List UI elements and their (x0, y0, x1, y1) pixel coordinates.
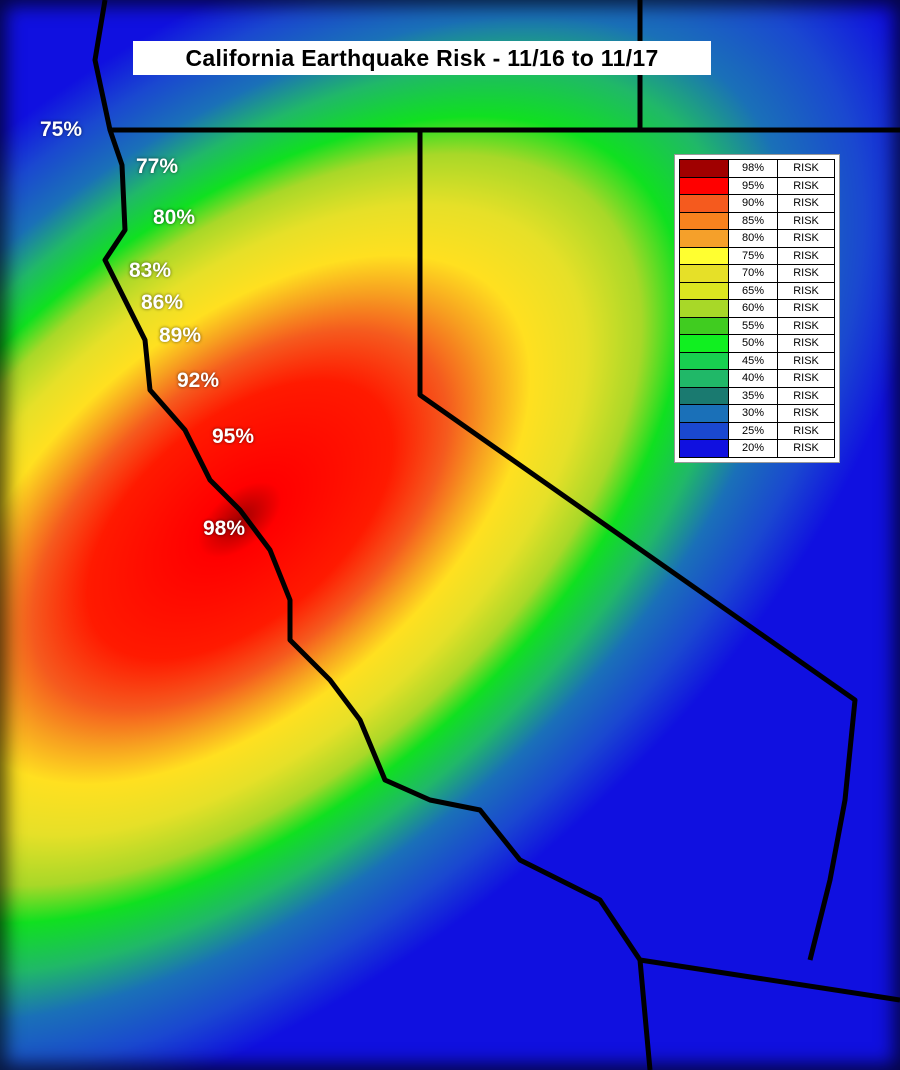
legend-swatch (679, 281, 729, 300)
legend-label: RISK (777, 246, 835, 265)
legend-row: 35% RISK (679, 386, 835, 405)
legend-value: 80% (727, 229, 779, 248)
coastline (92, 0, 653, 1070)
legend-swatch (679, 334, 729, 353)
legend-value: 40% (727, 369, 779, 388)
legend-swatch (679, 246, 729, 265)
legend-row: 75% RISK (679, 246, 835, 265)
coast-label: 92% (177, 369, 220, 392)
legend-label: RISK (777, 316, 835, 335)
legend-label: RISK (777, 351, 835, 370)
legend-row: 45% RISK (679, 351, 835, 370)
legend-row: 20% RISK (679, 439, 835, 458)
legend-label: RISK (777, 369, 835, 388)
legend-swatch (679, 386, 729, 405)
map-title: California Earthquake Risk - 11/16 to 11… (133, 41, 711, 75)
coast-label: 98% (203, 517, 246, 540)
legend-value: 20% (727, 439, 779, 458)
legend-label: RISK (777, 421, 835, 440)
legend-row: 30% RISK (679, 404, 835, 423)
legend-swatch (679, 351, 729, 370)
legend-row: 60% RISK (679, 299, 835, 318)
legend-value: 30% (727, 404, 779, 423)
legend-swatch (679, 439, 729, 458)
legend-value: 60% (727, 299, 779, 318)
legend-value: 50% (727, 334, 779, 353)
legend-swatch (679, 159, 729, 178)
legend-value: 45% (727, 351, 779, 370)
legend: 98% RISK 95% RISK 90% RISK 85% RISK 80% RISK 75% RI… (674, 154, 840, 463)
legend-row: 25% RISK (679, 421, 835, 440)
legend-swatch (679, 369, 729, 388)
legend-row: 98% RISK (679, 159, 835, 178)
legend-label: RISK (777, 334, 835, 353)
legend-value: 65% (727, 281, 779, 300)
legend-label: RISK (777, 439, 835, 458)
legend-value: 25% (727, 421, 779, 440)
legend-label: RISK (777, 159, 835, 178)
legend-row: 85% RISK (679, 211, 835, 230)
coast-label: 75% (40, 118, 83, 141)
legend-value: 90% (727, 194, 779, 213)
legend-row: 50% RISK (679, 334, 835, 353)
legend-value: 70% (727, 264, 779, 283)
coast-label: 83% (129, 259, 172, 282)
legend-swatch (679, 229, 729, 248)
legend-row: 80% RISK (679, 229, 835, 248)
coast-label: 95% (212, 425, 255, 448)
legend-label: RISK (777, 176, 835, 195)
legend-swatch (679, 299, 729, 318)
legend-swatch (679, 194, 729, 213)
nevada-border (417, 130, 858, 961)
legend-value: 95% (727, 176, 779, 195)
legend-swatch (679, 211, 729, 230)
legend-row: 65% RISK (679, 281, 835, 300)
coast-label: 77% (136, 155, 179, 178)
coast-label: 86% (141, 291, 184, 314)
legend-label: RISK (777, 229, 835, 248)
legend-value: 85% (727, 211, 779, 230)
legend-value: 98% (727, 159, 779, 178)
legend-label: RISK (777, 386, 835, 405)
legend-row: 40% RISK (679, 369, 835, 388)
legend-swatch (679, 176, 729, 195)
legend-label: RISK (777, 299, 835, 318)
coast-label: 89% (159, 324, 202, 347)
legend-label: RISK (777, 194, 835, 213)
mexico-border (639, 957, 900, 1003)
legend-label: RISK (777, 404, 835, 423)
legend-label: RISK (777, 281, 835, 300)
legend-label: RISK (777, 264, 835, 283)
legend-swatch (679, 404, 729, 423)
legend-value: 55% (727, 316, 779, 335)
coast-label: 80% (153, 206, 196, 229)
legend-swatch (679, 316, 729, 335)
legend-row: 70% RISK (679, 264, 835, 283)
legend-row: 95% RISK (679, 176, 835, 195)
legend-swatch (679, 421, 729, 440)
legend-row: 55% RISK (679, 316, 835, 335)
legend-row: 90% RISK (679, 194, 835, 213)
legend-value: 35% (727, 386, 779, 405)
legend-swatch (679, 264, 729, 283)
legend-label: RISK (777, 211, 835, 230)
legend-value: 75% (727, 246, 779, 265)
